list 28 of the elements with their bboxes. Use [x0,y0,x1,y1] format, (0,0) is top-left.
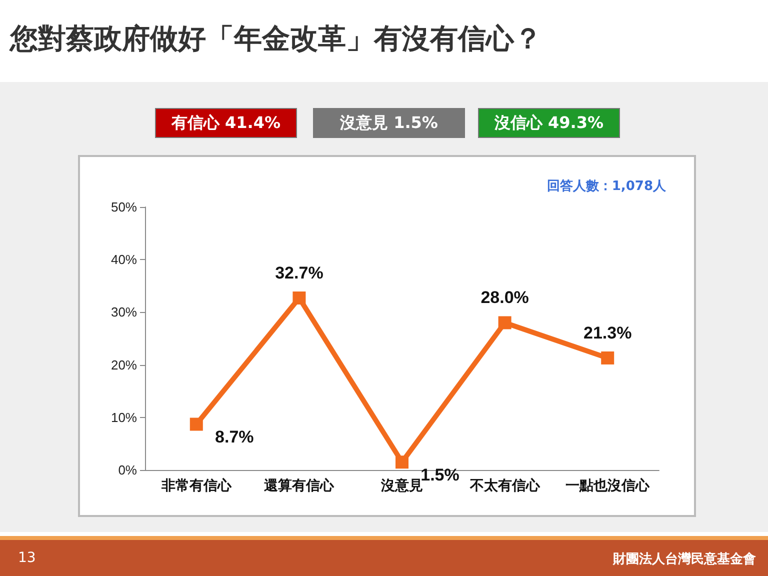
y-tick-label: 0% [118,462,138,478]
x-tick-label: 沒意見 [380,477,423,493]
text: 13 [18,550,36,566]
text: 有信心 41.4% [155,108,297,138]
y-tick-label: 30% [110,304,138,320]
data-label: 32.7% [275,264,324,282]
data-label: 8.7% [215,428,254,447]
point [190,418,203,431]
data-label: 21.3% [584,323,632,342]
data-label: 28.0% [480,288,529,308]
x-tick-label: 還算有信心 [263,477,336,493]
x-tick-label: 一點也沒信心 [566,477,651,493]
point [498,316,512,330]
point [396,456,408,469]
y-tick-label: 50% [110,200,138,214]
y-tick-label: 20% [110,357,138,372]
y-tick-label: 40% [110,252,138,268]
point [292,292,306,304]
x-tick-label: 非常有信心 [160,477,232,493]
text: 財團法人台灣民意基金會 [613,550,756,568]
text: 回答人數：1,078人 [546,178,666,195]
text: 沒意見 1.5% [313,108,465,138]
point [601,351,614,364]
y-tick-label: 10% [110,410,138,425]
x-tick-label: 不太有信心 [468,477,541,493]
chart-title: 您對蔡政府做好「年金改革」有沒有信心？ [10,21,542,57]
data-label: 1.5% [420,466,460,485]
text: 沒信心 49.3% [478,108,620,138]
